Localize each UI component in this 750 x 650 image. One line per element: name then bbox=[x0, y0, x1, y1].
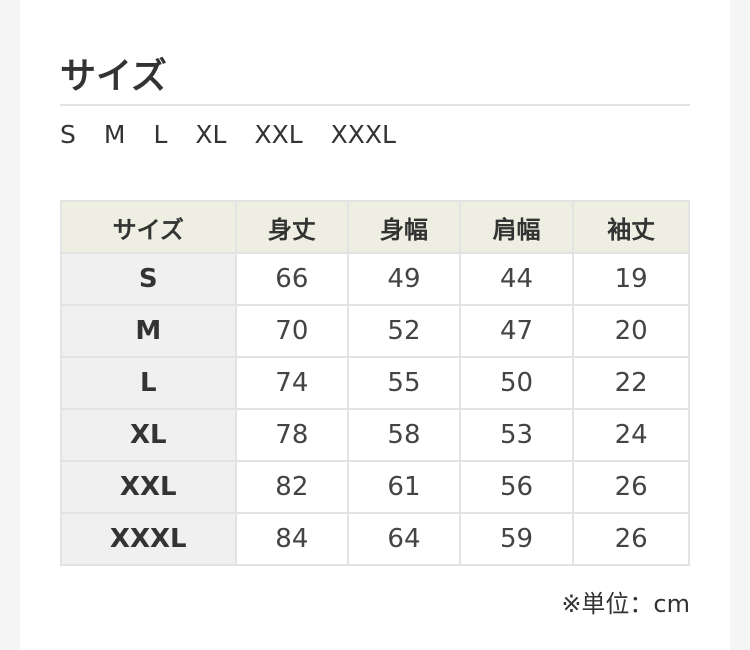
size-item: XXXL bbox=[330, 120, 396, 149]
column-header: 袖丈 bbox=[572, 200, 690, 254]
column-header: 身幅 bbox=[347, 200, 461, 254]
measurement-cell: 49 bbox=[347, 252, 461, 306]
measurement-cell: 70 bbox=[234, 304, 350, 358]
measurement-cell: 26 bbox=[572, 460, 690, 514]
column-header: サイズ bbox=[60, 200, 237, 254]
measurement-cell: 24 bbox=[572, 408, 690, 462]
size-item: M bbox=[103, 120, 126, 149]
measurement-cell: 84 bbox=[234, 512, 350, 566]
measurement-cell: 61 bbox=[347, 460, 461, 514]
measurement-cell: 58 bbox=[347, 408, 461, 462]
table-row: L 74 55 50 22 bbox=[60, 356, 690, 410]
unit-note: ※単位：cm bbox=[561, 590, 690, 618]
measurement-cell: 52 bbox=[347, 304, 461, 358]
measurement-cell: 26 bbox=[572, 512, 690, 566]
measurement-cell: 64 bbox=[347, 512, 461, 566]
measurement-cell: 22 bbox=[572, 356, 690, 410]
size-label-cell: M bbox=[60, 304, 237, 358]
size-label-cell: XXL bbox=[60, 460, 237, 514]
size-label-cell: S bbox=[60, 252, 237, 306]
measurement-cell: 50 bbox=[458, 356, 575, 410]
measurement-cell: 59 bbox=[458, 512, 575, 566]
measurement-cell: 44 bbox=[458, 252, 575, 306]
size-item: L bbox=[153, 120, 168, 149]
measurement-cell: 47 bbox=[458, 304, 575, 358]
table-row: S 66 49 44 19 bbox=[60, 252, 690, 306]
measurement-cell: 55 bbox=[347, 356, 461, 410]
size-label-cell: L bbox=[60, 356, 237, 410]
size-label-cell: XL bbox=[60, 408, 237, 462]
size-list: S M L XL XXL XXXL bbox=[60, 120, 424, 149]
table-header-row: サイズ 身丈 身幅 肩幅 袖丈 bbox=[60, 200, 690, 254]
size-item: S bbox=[60, 120, 76, 149]
table-row: M 70 52 47 20 bbox=[60, 304, 690, 358]
measurement-cell: 78 bbox=[234, 408, 350, 462]
size-table: サイズ 身丈 身幅 肩幅 袖丈 S 66 49 44 19 M 70 52 47 20 L 74 55 50 22 X… bbox=[60, 200, 690, 566]
size-card: サイズ S M L XL XXL XXXL サイズ 身丈 身幅 肩幅 袖丈 S 66 49 4… bbox=[20, 0, 730, 650]
table-row: XL 78 58 53 24 bbox=[60, 408, 690, 462]
measurement-cell: 19 bbox=[572, 252, 690, 306]
measurement-cell: 53 bbox=[458, 408, 575, 462]
column-header: 身丈 bbox=[234, 200, 350, 254]
divider bbox=[60, 104, 690, 106]
measurement-cell: 56 bbox=[458, 460, 575, 514]
size-label-cell: XXXL bbox=[60, 512, 237, 566]
measurement-cell: 66 bbox=[234, 252, 350, 306]
size-item: XL bbox=[195, 120, 227, 149]
column-header: 肩幅 bbox=[458, 200, 575, 254]
size-item: XXL bbox=[254, 120, 303, 149]
table-row: XXL 82 61 56 26 bbox=[60, 460, 690, 514]
table-row: XXXL 84 64 59 26 bbox=[60, 512, 690, 566]
measurement-cell: 74 bbox=[234, 356, 350, 410]
measurement-cell: 20 bbox=[572, 304, 690, 358]
measurement-cell: 82 bbox=[234, 460, 350, 514]
section-title: サイズ bbox=[60, 56, 167, 97]
